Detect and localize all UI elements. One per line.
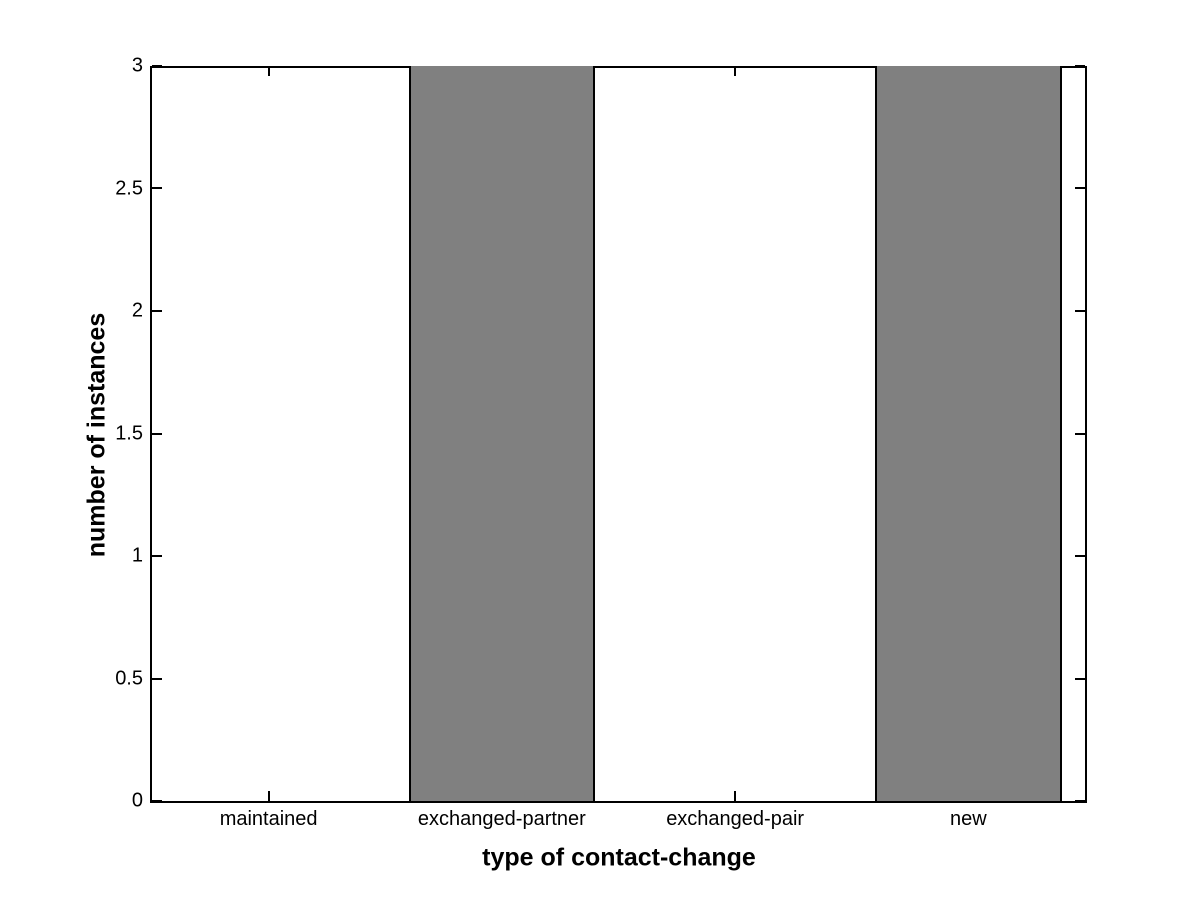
y-tick-label: 1	[131, 544, 143, 567]
y-tick-mark-right	[1075, 800, 1085, 802]
y-tick-mark-right	[1075, 677, 1085, 680]
x-tick-mark-top	[734, 66, 737, 76]
y-tick-mark	[152, 65, 162, 67]
y-tick-label: 1.5	[115, 422, 143, 444]
y-tick-mark-right	[1075, 432, 1085, 435]
x-axis-label: type of contact-change	[482, 843, 756, 872]
x-tick-label: exchanged-pair	[666, 808, 805, 830]
bar-new	[875, 66, 1062, 801]
y-axis-label: number of instances	[82, 312, 111, 558]
x-tick-label: exchanged-partner	[417, 808, 586, 830]
y-tick-mark-right	[1075, 309, 1085, 312]
y-tick-mark	[152, 554, 162, 557]
y-tick-mark-right	[1075, 554, 1085, 557]
x-tick-mark-top	[267, 66, 270, 76]
x-tick-label: new	[950, 808, 987, 830]
y-tick-label: 0	[131, 789, 143, 812]
plot-top-border	[152, 66, 1085, 68]
plot-area: 0 0.5 1 1.5 2 2.5 3 maintained exchanged-partner…	[115, 55, 1087, 830]
y-tick-mark-right	[1075, 187, 1085, 190]
y-tick-label: 3	[131, 54, 143, 77]
y-tick-mark-right	[1075, 65, 1085, 67]
x-tick-mark	[734, 791, 737, 801]
y-tick-label: 0.5	[115, 667, 143, 689]
x-tick-label: maintained	[219, 808, 318, 830]
y-tick-mark	[152, 432, 162, 435]
x-tick-mark	[267, 791, 270, 801]
y-tick-label: 2	[131, 299, 143, 322]
y-tick-mark	[152, 800, 162, 802]
y-tick-mark	[152, 677, 162, 680]
y-tick-label: 2.5	[115, 177, 143, 199]
y-tick-mark	[152, 187, 162, 190]
bar-exchanged-partner	[408, 66, 596, 801]
y-tick-mark	[152, 309, 162, 312]
